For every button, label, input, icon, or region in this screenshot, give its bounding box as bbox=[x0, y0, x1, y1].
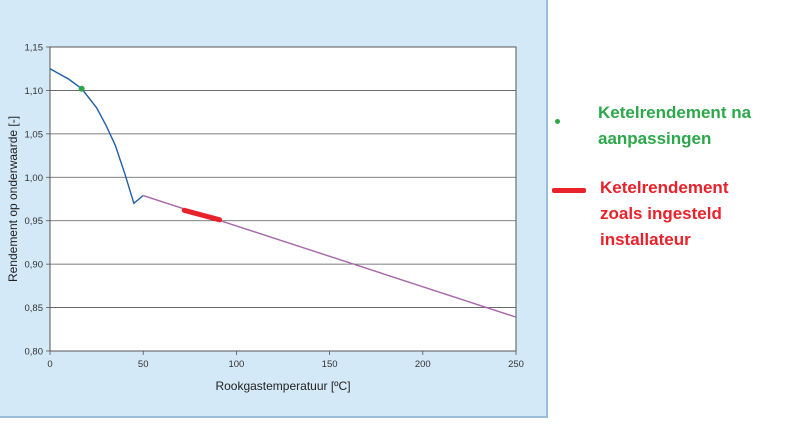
y-axis-label: Rendement op onderwaarde [-] bbox=[6, 116, 20, 282]
legend-red-line2: zoals ingesteld bbox=[600, 204, 722, 223]
x-tick-label: 150 bbox=[322, 359, 338, 370]
legend-label-green: Ketelrendement na aanpassingen bbox=[598, 100, 751, 152]
line-chart: 0,80 0,85 0,90 0,95 1,00 1,05 1,10 1,15 0 50 100 1… bbox=[6, 43, 524, 394]
plot-area bbox=[49, 46, 517, 352]
y-tick-label: 1,15 bbox=[25, 43, 44, 54]
legend-red-line1: Ketelrendement bbox=[600, 178, 729, 197]
grid bbox=[46, 46, 517, 355]
x-tick-label: 250 bbox=[508, 359, 524, 370]
x-tick-labels: 0 50 100 150 200 250 bbox=[47, 359, 524, 370]
y-tick-labels: 0,80 0,85 0,90 0,95 1,00 1,05 1,10 1,15 bbox=[25, 43, 44, 358]
y-tick-label: 1,00 bbox=[25, 173, 44, 184]
red-marker-segment bbox=[181, 207, 223, 223]
y-tick-label: 0,95 bbox=[25, 216, 44, 227]
red-line-icon bbox=[552, 188, 586, 193]
legend-red-line3: installateur bbox=[600, 230, 691, 249]
markers bbox=[78, 85, 223, 223]
y-tick-label: 1,10 bbox=[25, 86, 44, 97]
x-tick-label: 50 bbox=[138, 359, 149, 370]
x-axis-label: Rookgastemperatuur [ºC] bbox=[215, 379, 350, 393]
y-tick-label: 0,80 bbox=[25, 347, 44, 358]
legend-label-red: Ketelrendement zoals ingesteld installateu… bbox=[600, 175, 728, 253]
y-tick-label: 1,05 bbox=[25, 129, 44, 140]
series-line-curve bbox=[49, 68, 144, 205]
x-tick-label: 0 bbox=[47, 359, 52, 370]
green-marker-point bbox=[78, 85, 85, 92]
y-tick-label: 0,85 bbox=[25, 303, 44, 314]
legend-green-line2: aanpassingen bbox=[598, 129, 712, 148]
green-dot-icon bbox=[555, 119, 560, 124]
y-tick-label: 0,90 bbox=[25, 260, 44, 271]
x-tick-label: 100 bbox=[228, 359, 244, 370]
legend-green-line1: Ketelrendement na bbox=[598, 103, 752, 122]
x-tick-label: 200 bbox=[415, 359, 431, 370]
